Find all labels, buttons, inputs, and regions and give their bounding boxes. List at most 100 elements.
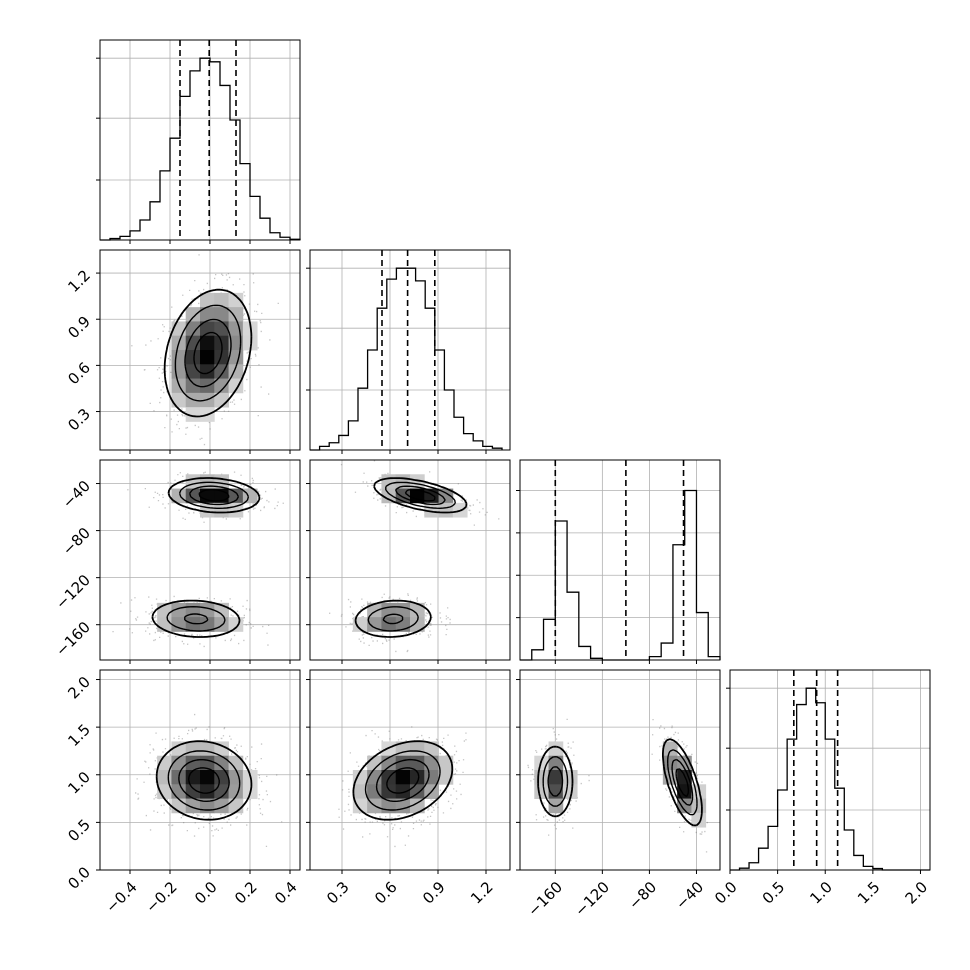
axes-frame	[99, 39, 301, 241]
density-cell	[242, 335, 258, 351]
contour-line-3	[188, 767, 220, 794]
axes-frame	[729, 669, 931, 871]
histogram-step	[100, 57, 301, 241]
density-cell	[185, 321, 201, 337]
contour-line-2	[184, 485, 240, 625]
density-cell	[410, 602, 425, 618]
density-cell	[352, 784, 368, 799]
density-cell	[228, 617, 244, 632]
contour-line-0	[163, 288, 253, 418]
density-cell	[381, 474, 397, 489]
contour-line-1	[364, 750, 441, 811]
contour-line-1	[174, 304, 242, 402]
density-cell	[157, 770, 172, 785]
contour-line-1	[367, 481, 456, 632]
density-cell	[662, 755, 678, 771]
contour-line-0	[352, 740, 454, 821]
hist-panel-0	[96, 39, 301, 241]
x-tick-label: −120	[571, 878, 613, 920]
axes-frame	[99, 249, 301, 451]
contour-line-2	[382, 485, 446, 625]
contour-line-1	[166, 481, 250, 632]
density-cell	[185, 741, 201, 757]
density-cell	[185, 350, 201, 365]
density-cell	[171, 350, 187, 365]
density-cell	[214, 770, 229, 785]
density-cell	[185, 617, 201, 632]
x-tick-label: −160	[524, 878, 566, 920]
y-tick-label: −120	[52, 571, 94, 613]
density-cell	[200, 292, 215, 308]
contour-line-0	[155, 740, 253, 821]
histogram-step	[310, 267, 503, 451]
density-cell	[410, 798, 425, 814]
contour-line-0	[151, 477, 261, 638]
density-cell	[185, 488, 201, 504]
density-cell	[352, 770, 368, 785]
density-cell	[171, 488, 187, 504]
density-cell	[534, 770, 549, 785]
axes-frame	[99, 669, 301, 871]
contour-panel-3-2	[519, 669, 721, 871]
axes-frame	[309, 669, 511, 871]
density-cell	[438, 502, 454, 518]
contour-panel-3-1	[309, 669, 511, 871]
density-cell	[395, 741, 411, 757]
density-cell	[200, 307, 215, 322]
density-cell	[200, 364, 215, 379]
density-cell	[214, 350, 229, 365]
density-cell	[352, 617, 368, 632]
density-cell	[200, 617, 215, 632]
contour-line-0	[537, 738, 703, 827]
scatter-points	[112, 471, 284, 648]
density-cell	[381, 784, 397, 799]
density-cell	[185, 378, 201, 394]
density-cell	[228, 307, 244, 322]
contour-line-2	[178, 759, 230, 802]
density-cell	[691, 812, 707, 828]
x-tick-label: 0.6	[371, 878, 401, 908]
density-cell	[171, 392, 187, 408]
contour-panel-2-0	[99, 459, 301, 661]
x-tick-label: 0.0	[191, 878, 221, 908]
density-cell	[171, 755, 187, 771]
y-tick-label: 1.5	[64, 720, 94, 750]
density-cell	[228, 755, 244, 771]
x-tick-label: 0.4	[271, 878, 301, 908]
density-cell	[214, 378, 229, 394]
density-cell	[691, 798, 707, 814]
density-cell	[185, 798, 201, 814]
x-tick-label: −40	[672, 878, 707, 913]
density-cell	[228, 321, 244, 337]
density-cell	[171, 364, 187, 379]
y-tick-label: 1.0	[64, 768, 94, 798]
contour-line-3	[675, 768, 690, 798]
density-cell	[548, 741, 564, 757]
density-cell	[438, 488, 454, 504]
y-tick-label: 0.9	[64, 313, 94, 343]
contour-line-2	[375, 758, 430, 802]
y-tick-label: 0.6	[64, 359, 94, 389]
density-cell	[200, 602, 215, 618]
density-cell	[548, 770, 564, 785]
density-cell	[662, 741, 678, 757]
density-cell	[548, 755, 564, 771]
density-cell	[381, 488, 397, 504]
density-cell	[214, 307, 229, 322]
y-tick-label: 2.0	[64, 673, 94, 703]
x-tick-label: −80	[625, 878, 660, 913]
contour-line-3	[386, 767, 420, 794]
y-tick-label: 0.0	[64, 863, 94, 893]
density-cell	[352, 798, 368, 814]
contour-line-1	[542, 749, 698, 816]
density-cell	[228, 770, 244, 785]
density-cell	[185, 307, 201, 322]
contour-panel-1-0	[99, 249, 301, 451]
density-cell	[185, 407, 201, 422]
hist-panel-1	[306, 249, 511, 451]
density-cell	[200, 784, 215, 799]
density-cell	[367, 784, 382, 799]
contour-line-1	[167, 750, 241, 811]
density-cell	[562, 770, 578, 785]
axes-frame	[519, 669, 721, 871]
